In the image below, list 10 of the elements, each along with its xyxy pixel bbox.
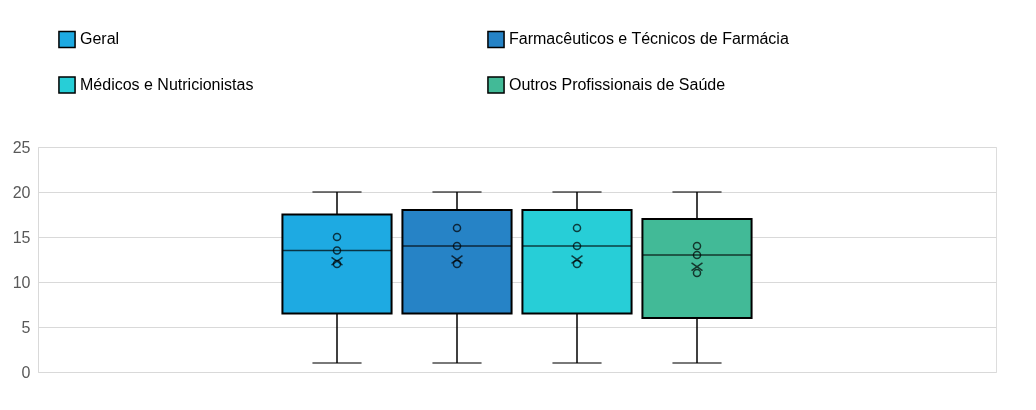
legend-label: Médicos e Nutricionistas <box>80 76 254 93</box>
y-tick-label: 5 <box>21 318 31 336</box>
y-tick-label: 0 <box>21 363 31 381</box>
legend-label: Outros Profissionais de Saúde <box>509 76 726 93</box>
y-tick-label: 25 <box>12 138 31 156</box>
legend-label: Geral <box>80 30 120 48</box>
y-tick-label: 10 <box>12 273 31 291</box>
y-tick-label: 15 <box>12 228 31 246</box>
legend-label: Farmacêuticos e Técnicos de Farmácia <box>509 30 789 48</box>
y-tick-label: 20 <box>12 183 31 201</box>
